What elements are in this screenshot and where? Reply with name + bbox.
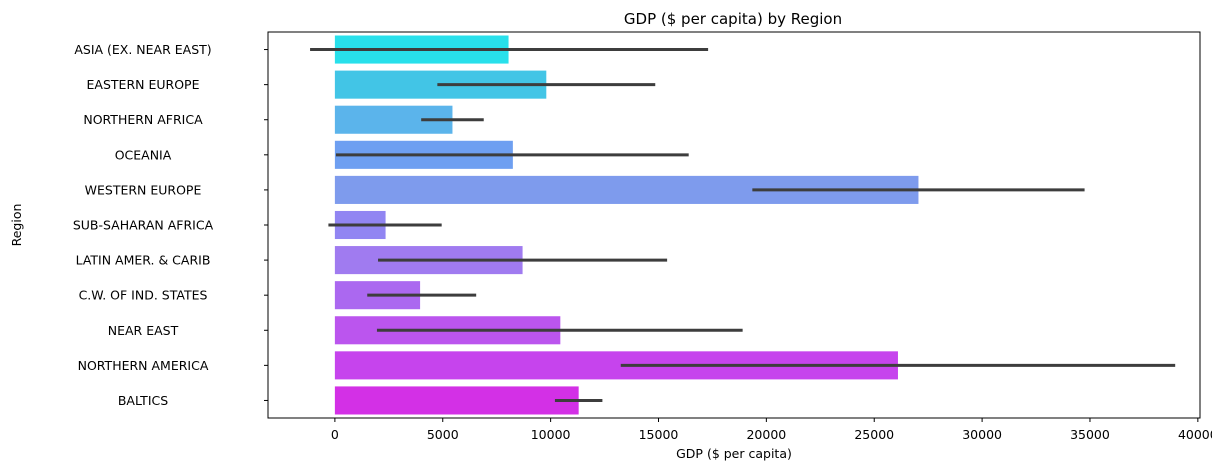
x-tick-label: 25000 (854, 427, 894, 442)
y-tick-label: EASTERN EUROPE (87, 77, 200, 92)
x-tick-label: 10000 (531, 427, 571, 442)
y-tick-label: WESTERN EUROPE (85, 182, 202, 197)
y-tick-label: SUB-SAHARAN AFRICA (73, 218, 214, 233)
y-tick-label: NEAR EAST (108, 323, 179, 338)
x-tick-label: 15000 (639, 427, 679, 442)
bars-group (334, 35, 919, 415)
y-tick-label: C.W. OF IND. STATES (79, 288, 208, 303)
y-axis: ASIA (EX. NEAR EAST) EASTERN EUROPE NORTHE… (73, 42, 268, 408)
bar (334, 386, 579, 415)
error-bars-group (310, 48, 1176, 402)
y-tick-label: ASIA (EX. NEAR EAST) (74, 42, 211, 57)
x-tick-label: 5000 (427, 427, 459, 442)
y-tick-label: BALTICS (118, 393, 168, 408)
y-tick-label: NORTHERN AFRICA (83, 112, 203, 127)
y-tick-label: LATIN AMER. & CARIB (76, 253, 211, 268)
x-tick-label: 35000 (1070, 427, 1110, 442)
y-axis-label: Region (9, 204, 24, 247)
x-tick-label: 40000 (1178, 427, 1212, 442)
chart-title: GDP ($ per capita) by Region (624, 10, 842, 28)
y-tick-label: NORTHERN AMERICA (78, 358, 209, 373)
x-tick-label: 30000 (962, 427, 1002, 442)
x-tick-label: 20000 (746, 427, 786, 442)
x-tick-label: 0 (331, 427, 339, 442)
x-axis: 0 5000 10000 15000 20000 25000 30000 35000 40000 (331, 418, 1212, 442)
x-axis-label: GDP ($ per capita) (676, 446, 792, 461)
y-tick-label: OCEANIA (115, 147, 172, 162)
